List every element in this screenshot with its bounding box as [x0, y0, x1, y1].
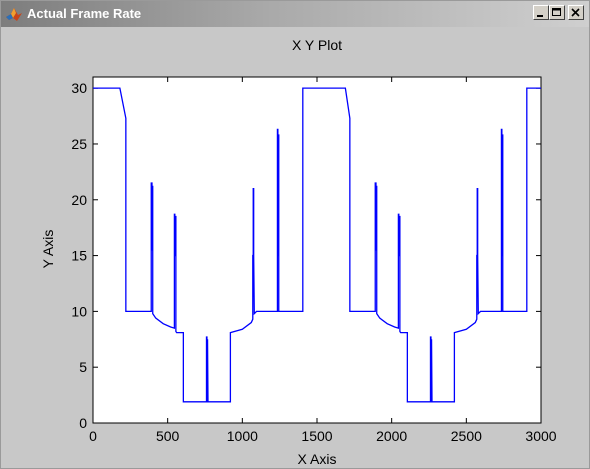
y-tick-label: 25: [71, 136, 87, 152]
x-tick-label: 0: [89, 428, 97, 444]
minimize-button[interactable]: [533, 5, 549, 20]
y-tick-label: 30: [71, 80, 87, 96]
x-tick-label: 1500: [301, 428, 332, 444]
y-tick-label: 15: [71, 248, 87, 264]
y-tick-label: 5: [79, 359, 87, 375]
x-tick-label: 1000: [227, 428, 258, 444]
x-tick-label: 2000: [376, 428, 407, 444]
y-tick-label: 20: [71, 192, 87, 208]
window-title: Actual Frame Rate: [27, 6, 142, 21]
chart-title: X Y Plot: [292, 37, 342, 53]
x-axis-label: X Axis: [298, 451, 337, 467]
close-button[interactable]: [568, 5, 584, 20]
plot-area: [92, 76, 542, 424]
x-tick-label: 2500: [451, 428, 482, 444]
x-axis-ticks: 0 500 1000 1500 2000 2500 3000: [89, 77, 557, 444]
y-tick-label: 0: [79, 415, 87, 431]
x-tick-label: 3000: [525, 428, 556, 444]
matlab-figure-icon: [5, 5, 23, 23]
y-axis-ticks: 0 5 10 15 20 25 30: [71, 80, 541, 431]
title-bar[interactable]: Actual Frame Rate: [1, 1, 589, 27]
xy-plot-chart: X Y Plot 0 500 1000 1500 2000 2500 3000 0 5 10 15…: [40, 37, 557, 467]
frame-rate-series-line: [93, 87, 541, 403]
x-tick-label: 500: [156, 428, 180, 444]
y-axis-label: Y Axis: [40, 230, 56, 269]
maximize-button[interactable]: [549, 5, 565, 20]
y-tick-label: 10: [71, 303, 87, 319]
